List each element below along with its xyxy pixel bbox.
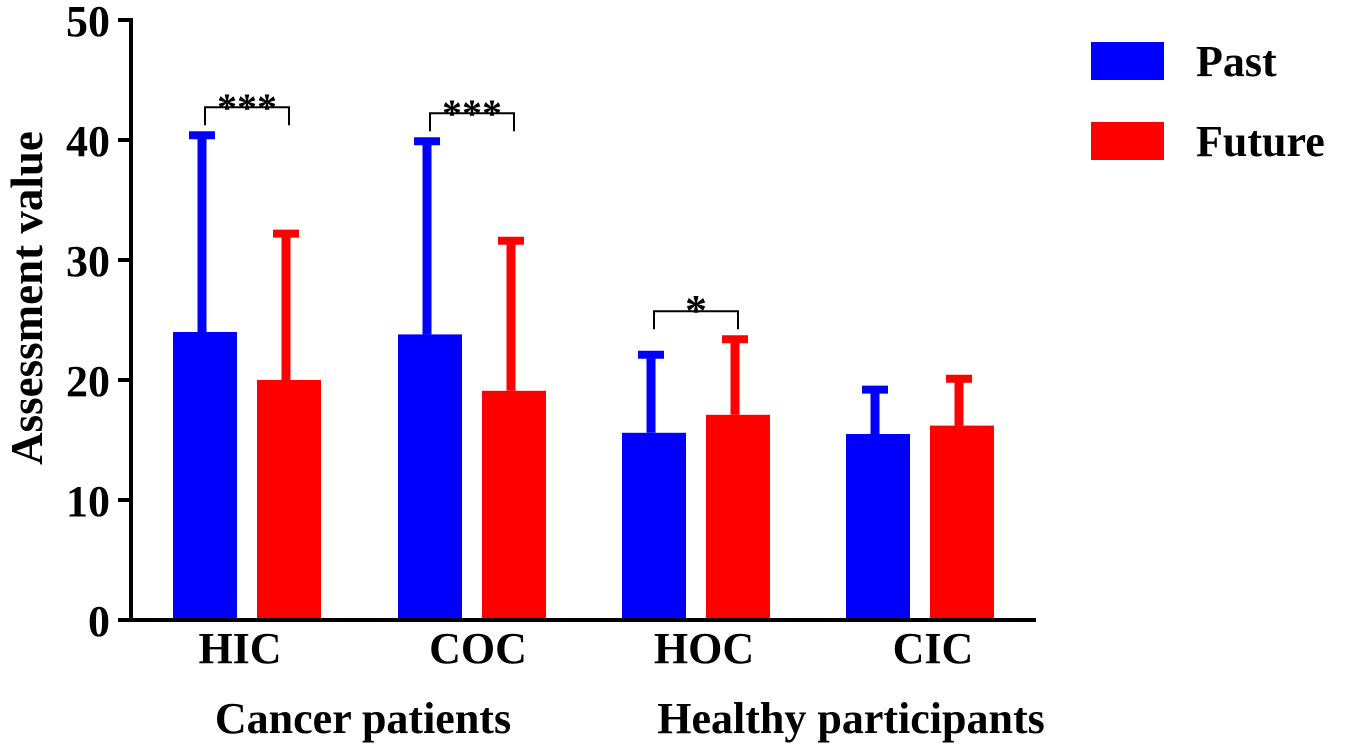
significance-bracket	[204, 106, 290, 126]
bar-past-cic	[846, 434, 910, 620]
x-tick-label: HOC	[654, 624, 754, 673]
y-tick-label: 20	[66, 357, 110, 406]
y-tick-label: 10	[66, 477, 110, 526]
legend: Past Future	[1091, 37, 1325, 166]
bar-future-coc	[482, 390, 546, 620]
legend-label-future: Future	[1196, 117, 1325, 166]
bar-past-hic	[173, 332, 237, 620]
legend-swatch-future	[1091, 122, 1164, 160]
significance-layer: *** ****	[204, 85, 739, 335]
y-tick-label: 50	[66, 0, 110, 46]
legend-label-past: Past	[1196, 37, 1277, 86]
y-ticks-layer: 0 10 20 30 40 50	[66, 0, 131, 646]
legend-swatch-past	[1091, 42, 1164, 80]
significance-bracket	[429, 112, 515, 132]
axes-layer	[129, 18, 1036, 622]
bar-future-hoc	[706, 414, 770, 620]
labels-layer: Assessment value HIC COC HOC CIC Cancer pati…	[2, 131, 1045, 743]
bar-future-hic	[257, 380, 321, 620]
y-axis-label: Assessment value	[2, 131, 52, 465]
bar-past-coc	[398, 334, 462, 620]
x-tick-label: CIC	[893, 624, 974, 673]
bars-layer	[173, 332, 994, 620]
y-tick-label: 0	[88, 597, 110, 646]
group-label: Cancer patients	[215, 694, 511, 743]
significance-bracket	[653, 310, 739, 330]
y-tick-label: 40	[66, 117, 110, 166]
group-label: Healthy participants	[657, 694, 1044, 743]
x-tick-label: HIC	[198, 624, 281, 673]
y-tick-label: 30	[66, 237, 110, 286]
significance-label: ***	[217, 85, 277, 130]
error-bars-layer	[189, 131, 972, 434]
bar-future-cic	[930, 425, 994, 620]
bar-past-hoc	[622, 432, 686, 620]
significance-label: ***	[442, 91, 502, 136]
significance-label: *	[685, 286, 707, 335]
x-tick-label: COC	[429, 624, 527, 673]
